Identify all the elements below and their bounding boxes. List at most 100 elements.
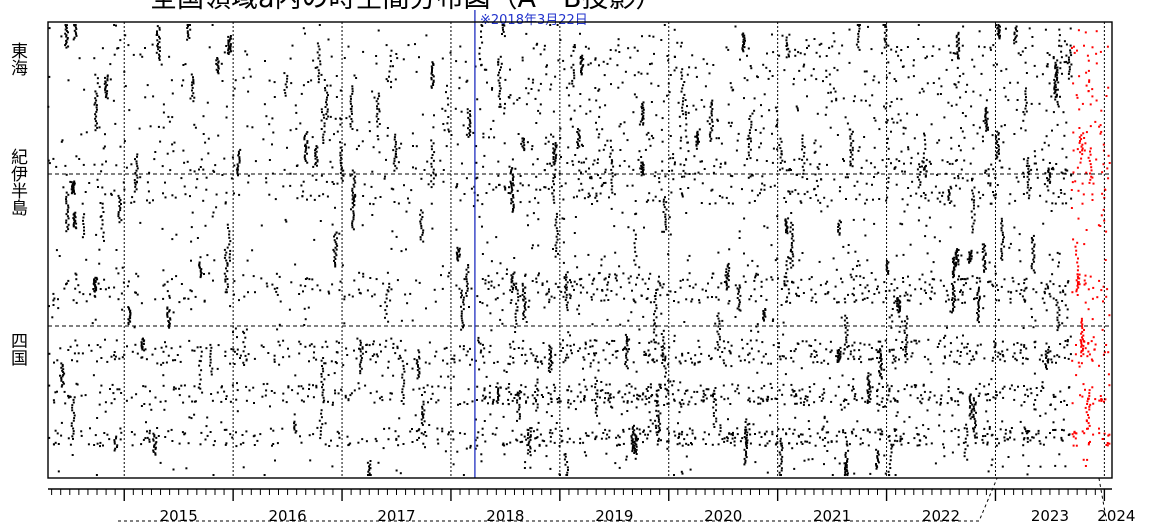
- event-point: [142, 385, 145, 388]
- event-point: [763, 225, 766, 228]
- event-point: [710, 189, 713, 192]
- event-point: [783, 282, 786, 285]
- event-point: [906, 299, 909, 302]
- event-point: [604, 181, 607, 184]
- event-point: [839, 346, 842, 349]
- event-point: [806, 190, 809, 193]
- event-point: [702, 399, 705, 402]
- event-point: [362, 50, 365, 53]
- event-point: [795, 292, 798, 295]
- event-point: [208, 272, 211, 275]
- event-point: [398, 417, 401, 420]
- event-point: [312, 396, 315, 399]
- event-point: [608, 343, 611, 346]
- event-point: [545, 293, 548, 296]
- event-point: [654, 171, 657, 174]
- event-point: [1003, 385, 1006, 388]
- event-point: [486, 241, 489, 244]
- event-point: [556, 401, 559, 404]
- event-point: [907, 148, 910, 151]
- event-point: [906, 293, 909, 296]
- event-point: [115, 164, 118, 167]
- event-point: [756, 75, 758, 78]
- event-point: [696, 390, 699, 393]
- event-point: [878, 382, 881, 385]
- event-point: [1024, 393, 1027, 396]
- event-point: [760, 188, 763, 191]
- event-point: [778, 342, 780, 345]
- event-point: [877, 340, 880, 343]
- event-point: [654, 347, 657, 350]
- event-point: [546, 64, 548, 67]
- event-point: [961, 291, 964, 294]
- event-point: [984, 435, 987, 437]
- event-point: [704, 394, 707, 397]
- event-point: [922, 90, 925, 93]
- event-point: [885, 199, 888, 202]
- event-point: [532, 78, 535, 81]
- event-point: [679, 403, 682, 406]
- event-point: [922, 192, 925, 194]
- event-point: [312, 165, 315, 168]
- event-point: [632, 361, 635, 364]
- event-point: [108, 438, 111, 441]
- event-point: [293, 428, 296, 431]
- event-point: [747, 386, 750, 389]
- event-point: [662, 353, 665, 356]
- event-point: [168, 310, 171, 313]
- event-point: [957, 260, 960, 263]
- event-point: [489, 413, 492, 416]
- event-point: [663, 404, 666, 406]
- event-point: [524, 273, 527, 276]
- event-point: [954, 253, 957, 256]
- event-point: [644, 352, 647, 355]
- event-point: [923, 138, 926, 141]
- event-point: [881, 397, 884, 400]
- event-point: [820, 210, 823, 213]
- event-point: [96, 77, 99, 80]
- event-point: [648, 401, 651, 404]
- event-point: [136, 293, 139, 296]
- event-point: [911, 180, 914, 183]
- event-point: [650, 62, 653, 65]
- event-point: [268, 123, 271, 126]
- event-point: [615, 279, 618, 282]
- event-point: [1021, 432, 1024, 435]
- event-point: [734, 390, 737, 393]
- event-point: [915, 192, 918, 195]
- event-point: [635, 453, 638, 455]
- event-point: [133, 190, 136, 193]
- event-point: [769, 414, 772, 417]
- event-point: [247, 174, 250, 177]
- event-point: [519, 182, 522, 185]
- event-point: [1000, 250, 1003, 253]
- event-point: [978, 277, 981, 280]
- event-point: [763, 188, 766, 191]
- event-point: [792, 360, 795, 363]
- event-point: [1043, 301, 1046, 304]
- event-point: [130, 396, 133, 399]
- event-point: [973, 199, 976, 202]
- event-point: [1024, 287, 1027, 290]
- event-point: [411, 367, 414, 370]
- event-point: [494, 433, 497, 436]
- event-point: [417, 365, 419, 368]
- event-point: [686, 278, 689, 281]
- event-point: [702, 58, 705, 61]
- event-point: [790, 212, 793, 214]
- event-point: [608, 436, 611, 439]
- event-point: [1056, 354, 1059, 357]
- event-point: [1067, 56, 1070, 59]
- event-point: [452, 375, 455, 378]
- event-point: [405, 248, 407, 251]
- event-point: [679, 163, 682, 166]
- event-point: [800, 367, 803, 370]
- event-point: [1051, 258, 1054, 261]
- event-point: [1022, 158, 1025, 161]
- event-point: [1021, 362, 1024, 365]
- event-point: [1082, 193, 1085, 196]
- event-point: [156, 427, 159, 429]
- event-point: [860, 99, 863, 102]
- event-point: [950, 147, 953, 150]
- event-point: [369, 202, 371, 205]
